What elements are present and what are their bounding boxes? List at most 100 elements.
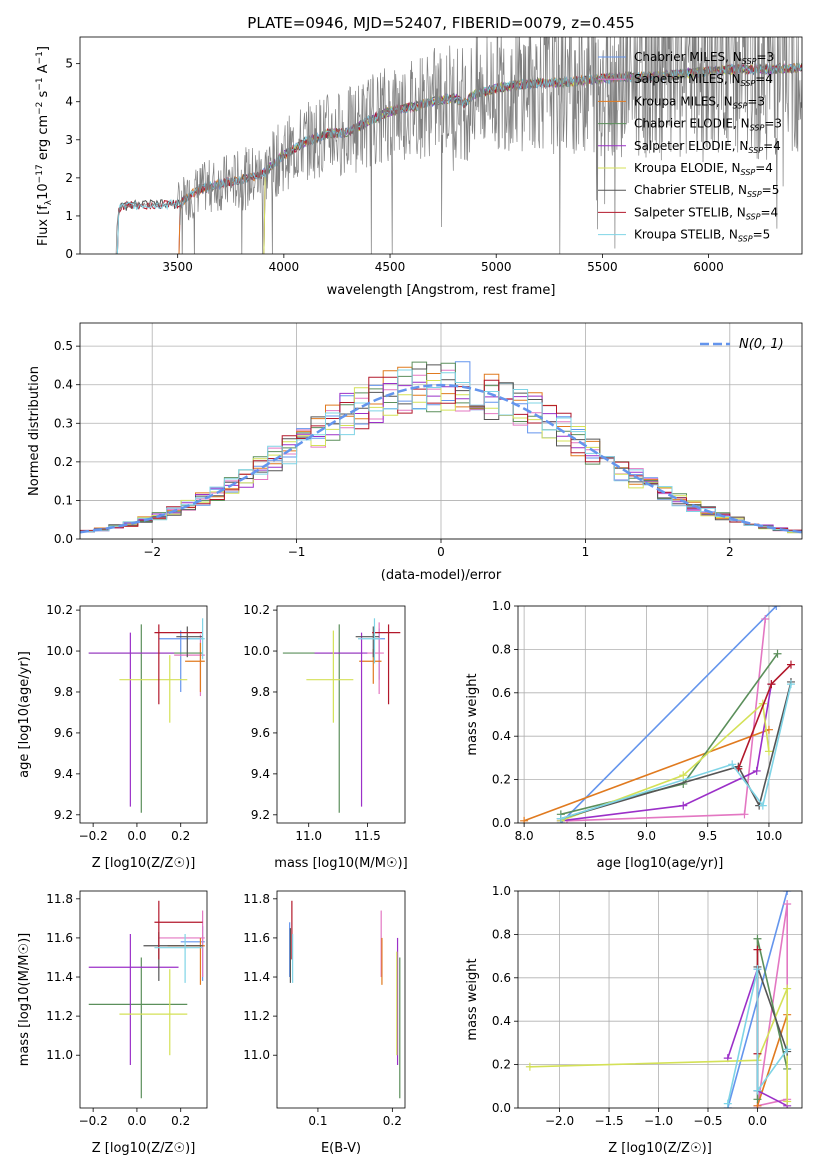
age-weight-marker-4-2 [752,766,761,775]
age-weight-frame [517,605,803,824]
z-weight-xtick-label-1: −1.5 [594,1114,623,1128]
spectrum-axes: 3500 4000 4500 5000 5500 6000 0 1 2 3 4 5 [65,57,723,274]
z-weight-xlabel: Z [log10(Z/Z☉)] [608,1141,712,1156]
spectrum-ytick-label-0: 0 [65,247,73,261]
z-age-ytick-label-4: 10.0 [46,644,73,658]
ebv-mass-ytick-label-1: 11.2 [243,1009,270,1023]
spectrum-xtick-label-5: 6000 [693,260,724,274]
z-weight-xtick-label-0: −2.0 [545,1114,574,1128]
z-age-xlabel: Z [log10(Z/Z☉)] [92,856,196,871]
age-weight-xtick-label-0: 8.0 [515,829,534,843]
z-weight-ytick-label-3: 0.6 [492,971,511,985]
z-weight-ytick-label-5: 1.0 [492,884,511,898]
ebv-mass-xlabel: E(B-V) [321,1141,361,1156]
hist-ytick-label-0: 0.0 [54,532,73,546]
ebv-mass-plot [289,900,401,1099]
z-mass-frame [79,890,208,1109]
hist-xtick-label-0: −2 [143,545,161,559]
hist-xtick-label-4: 2 [726,545,734,559]
age-weight-marker-4-1 [679,801,688,810]
hist-ytick-label-3: 0.3 [54,416,73,430]
age-weight-marker-0-1 [772,606,781,610]
z-weight-marker-3-0 [753,1095,762,1104]
age-weight-marker-1-1 [740,810,749,819]
z-mass-xtick-label-1: 0.0 [127,1114,146,1128]
z-mass-ytick-label-0: 11.0 [46,1048,73,1062]
z-mass-ytick-label-2: 11.4 [46,970,73,984]
hist-ytick-label-2: 0.2 [54,455,73,469]
spectrum-frame [79,36,803,255]
z-age-xtick-label-2: 0.2 [171,829,190,843]
spectrum-legend-label-8: Kroupa STELIB, NSSP=5 [634,228,770,244]
ebv-mass-frame [276,890,406,1109]
age-weight-xtick-label-3: 9.5 [698,829,717,843]
z-weight-ytick-label-1: 0.2 [492,1058,511,1072]
z-weight-marker-8-3 [783,1045,792,1054]
z-weight-ytick-label-0: 0.0 [492,1101,511,1115]
spectrum-legend-label-1: Salpeter MILES, NSSP=4 [634,72,773,88]
z-weight-marker-8-0 [723,1099,732,1108]
z-age-xtick-label-0: −0.2 [79,829,108,843]
mass-age-axes: 11.0 11.5 9.2 9.4 9.6 9.8 10.0 10.2 [243,603,381,843]
spectrum-ytick-label-1: 1 [65,209,73,223]
z-weight-xtick-label-4: 0.0 [748,1114,767,1128]
age-weight-marker-2-0 [520,816,529,823]
z-mass-axes: −0.2 0.0 0.2 11.0 11.2 11.4 11.6 11.8 [46,892,190,1128]
age-weight-marker-7-2 [786,660,795,669]
mass-age-ytick-label-5: 10.2 [243,603,270,617]
mass-age-xtick-label-1: 11.5 [354,829,381,843]
z-weight-marker-1-2 [783,900,792,909]
mass-age-ytick-label-1: 9.4 [251,767,270,781]
spectrum-ylabel: Flux [fλ10−17 erg cm−2 s−1 A−1] [35,46,54,246]
spectrum-title: PLATE=0946, MJD=52407, FIBERID=0079, z=0… [247,14,634,32]
z-weight-marker-8-2 [753,1086,762,1095]
z-age-ytick-label-2: 9.6 [54,726,73,740]
hist-xtick-label-2: 0 [437,545,445,559]
hist-ytick-label-1: 0.1 [54,493,73,507]
age-weight-marker-8-0 [556,814,565,823]
age-weight-xtick-label-4: 10.0 [756,829,783,843]
age-weight-ytick-label-5: 1.0 [492,599,511,613]
ebv-mass-ytick-label-2: 11.4 [243,970,270,984]
mass-age-plot [282,618,401,813]
z-weight-xtick-label-2: −1.0 [644,1114,673,1128]
spectrum-legend-label-5: Kroupa ELODIE, NSSP=4 [634,161,773,177]
spectrum-ytick-label-4: 4 [65,95,73,109]
ebv-mass-xtick-label-0: 0.1 [308,1114,327,1128]
z-mass-xlabel: Z [log10(Z/Z☉)] [92,1141,196,1156]
age-weight-line-5 [560,701,770,822]
hist-gaussian-line [80,383,802,534]
age-weight-ytick-label-1: 0.2 [492,773,511,787]
z-age-xtick-label-1: 0.0 [127,829,146,843]
spectrum-legend-label-2: Kroupa MILES, NSSP=3 [634,94,765,110]
ebv-mass-ytick-label-0: 11.0 [243,1048,270,1062]
hist-xtick-label-1: −1 [288,545,306,559]
z-weight-marker-7-1 [753,945,762,954]
z-weight-line-2 [756,1014,788,1107]
z-weight-ylabel: mass weight [465,958,480,1040]
spectrum-ytick-label-2: 2 [65,171,73,185]
z-age-ytick-label-1: 9.4 [54,767,73,781]
z-age-axes: −0.2 0.0 0.2 9.2 9.4 9.6 9.8 10.0 10.2 [46,603,190,843]
z-age-ytick-label-5: 10.2 [46,603,73,617]
age-weight-marker-5-3 [764,747,773,756]
hist-xlabel: (data-model)/error [381,568,502,583]
mass-age-ytick-label-3: 9.8 [251,685,270,699]
z-weight-marker-8-1 [753,965,762,974]
z-weight-line-5 [529,988,788,1102]
hist-ytick-label-4: 0.4 [54,378,73,392]
age-weight-axes: 8.0 8.5 9.0 9.5 10.0 0.0 0.2 0.4 0.6 0.8 1.0 [492,599,802,843]
age-weight-ytick-label-0: 0.0 [492,816,511,830]
age-weight-marker-8-2 [758,801,767,810]
z-weight-marker-5-0 [525,1062,534,1071]
spectrum-xtick-label-4: 5500 [587,260,618,274]
z-age-plot [88,618,205,813]
spectrum-legend-label-3: Chabrier ELODIE, NSSP=3 [634,117,782,133]
z-mass-plot [88,900,205,1099]
hist-plot [80,361,802,534]
age-weight-ylabel: mass weight [465,673,480,755]
z-weight-ytick-label-4: 0.8 [492,927,511,941]
spectrum-legend-label-6: Chabrier STELIB, NSSP=5 [634,183,779,199]
z-age-frame [79,605,208,824]
